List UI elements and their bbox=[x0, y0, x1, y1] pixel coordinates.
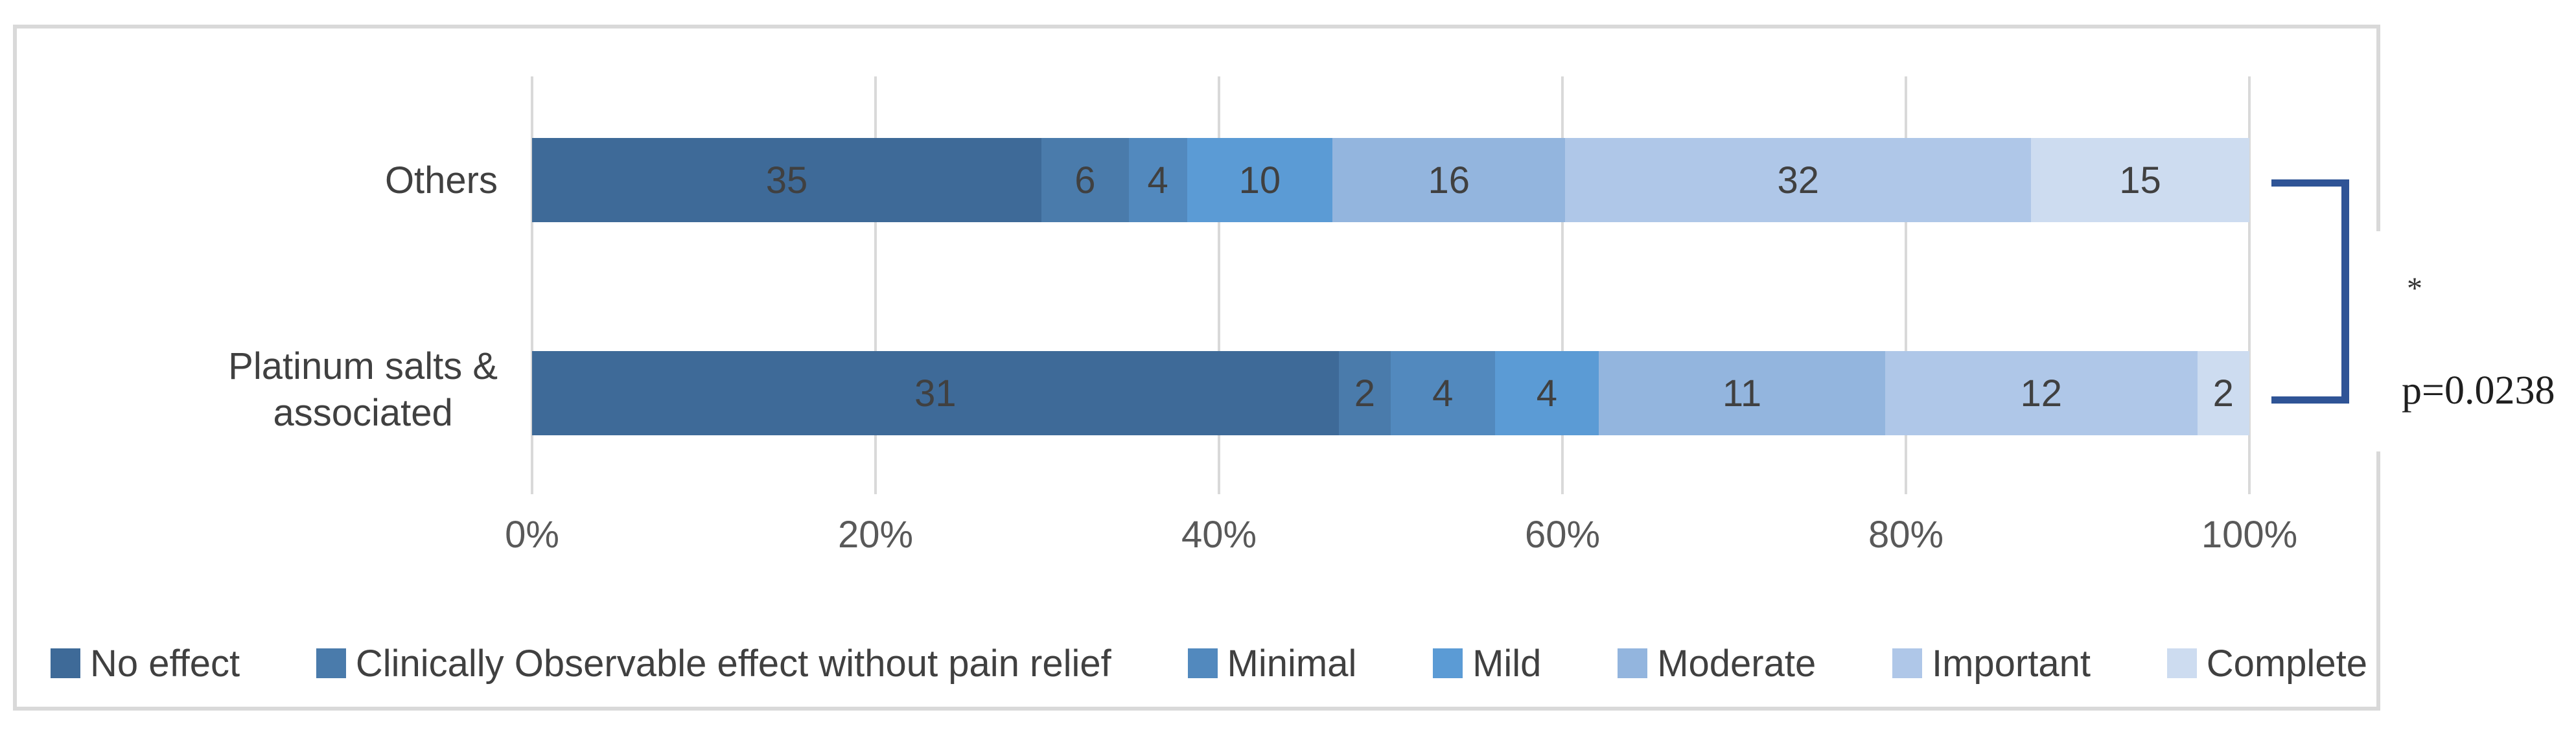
data-label: 4 bbox=[1432, 372, 1454, 415]
data-label: 15 bbox=[2119, 159, 2161, 201]
legend-label: Important bbox=[1931, 642, 2091, 685]
bar-segment: 32 bbox=[1565, 138, 2032, 222]
x-axis-tick-label: 0% bbox=[505, 514, 559, 556]
legend-label: Complete bbox=[2206, 642, 2367, 685]
x-axis-tick-label: 40% bbox=[1181, 514, 1257, 556]
category-label-line: associated bbox=[273, 392, 453, 434]
data-label: 31 bbox=[914, 372, 957, 415]
legend-item: No effect bbox=[51, 642, 240, 685]
category-label-line: Others bbox=[384, 159, 498, 201]
legend-item: Moderate bbox=[1618, 642, 1816, 685]
x-axis-tick-label: 80% bbox=[1868, 514, 1944, 556]
legend-swatch bbox=[51, 648, 80, 678]
legend-item: Important bbox=[1892, 642, 2091, 685]
gridline bbox=[531, 76, 533, 494]
legend-swatch bbox=[316, 648, 346, 678]
bar-segment: 12 bbox=[1885, 351, 2198, 435]
x-axis-tick-label: 20% bbox=[837, 514, 914, 556]
legend-item: Minimal bbox=[1187, 642, 1357, 685]
data-label: 6 bbox=[1074, 159, 1096, 201]
category-label: Others bbox=[385, 157, 500, 204]
bar-segment: 4 bbox=[1128, 138, 1187, 222]
legend-label: No effect bbox=[90, 642, 240, 685]
gridline bbox=[1218, 76, 1220, 494]
data-label: 2 bbox=[1354, 372, 1375, 415]
bar-segment: 4 bbox=[1494, 351, 1599, 435]
data-label: 32 bbox=[1777, 159, 1820, 201]
bar-segment: 4 bbox=[1390, 351, 1495, 435]
bar-segment: 31 bbox=[532, 351, 1339, 435]
bar-segment: 6 bbox=[1041, 138, 1129, 222]
category-label-cell: Others bbox=[0, 76, 500, 285]
legend-swatch bbox=[2166, 648, 2197, 678]
category-label: Platinum salts & associated bbox=[228, 343, 500, 437]
significance-bracket bbox=[2271, 179, 2349, 404]
data-label: 12 bbox=[2020, 372, 2062, 415]
legend-swatch bbox=[1433, 648, 1463, 678]
data-label: 4 bbox=[1147, 159, 1168, 201]
gridline bbox=[1905, 76, 1907, 494]
legend-label: Minimal bbox=[1227, 642, 1357, 685]
bar-segment: 15 bbox=[2031, 138, 2249, 222]
gridline bbox=[1561, 76, 1564, 494]
gridline bbox=[874, 76, 877, 494]
bar-row: 35 6 4 10 16 32 15 bbox=[532, 138, 2249, 222]
legend-swatch bbox=[1618, 648, 1648, 678]
legend-label: Moderate bbox=[1657, 642, 1816, 685]
x-axis-tick-label: 60% bbox=[1524, 514, 1601, 556]
data-label: 2 bbox=[2212, 372, 2234, 415]
data-label: 4 bbox=[1536, 372, 1557, 415]
bar-segment: 2 bbox=[2197, 351, 2249, 435]
data-label: 11 bbox=[1722, 372, 1762, 415]
data-label: 35 bbox=[765, 159, 808, 201]
bar-segment: 11 bbox=[1599, 351, 1885, 435]
category-label-line: Platinum salts & bbox=[228, 345, 498, 387]
bar-segment: 35 bbox=[532, 138, 1042, 222]
significance-asterisk: * bbox=[2407, 271, 2422, 306]
border-gap bbox=[2369, 231, 2386, 451]
legend-swatch bbox=[1892, 648, 1922, 678]
bar-segment: 10 bbox=[1187, 138, 1333, 222]
x-axis-tick-label: 100% bbox=[2201, 514, 2298, 556]
bar-row: 31 2 4 4 11 12 2 bbox=[532, 351, 2249, 435]
bar-segment: 16 bbox=[1332, 138, 1566, 222]
data-label: 10 bbox=[1238, 159, 1281, 201]
legend-item: Clinically Observable effect without pai… bbox=[316, 642, 1111, 685]
legend-label: Mild bbox=[1472, 642, 1542, 685]
category-label-cell: Platinum salts & associated bbox=[0, 286, 500, 494]
bar-segment: 2 bbox=[1338, 351, 1391, 435]
legend-item: Mild bbox=[1433, 642, 1541, 685]
gridline bbox=[2248, 76, 2251, 494]
legend-item: Complete bbox=[2166, 642, 2367, 685]
legend-swatch bbox=[1187, 648, 1218, 678]
legend-label: Clinically Observable effect without pai… bbox=[355, 642, 1111, 685]
legend: No effect Clinically Observable effect wi… bbox=[51, 638, 2367, 689]
data-label: 16 bbox=[1428, 159, 1470, 201]
p-value-label: p=0.0238 bbox=[2402, 369, 2555, 413]
